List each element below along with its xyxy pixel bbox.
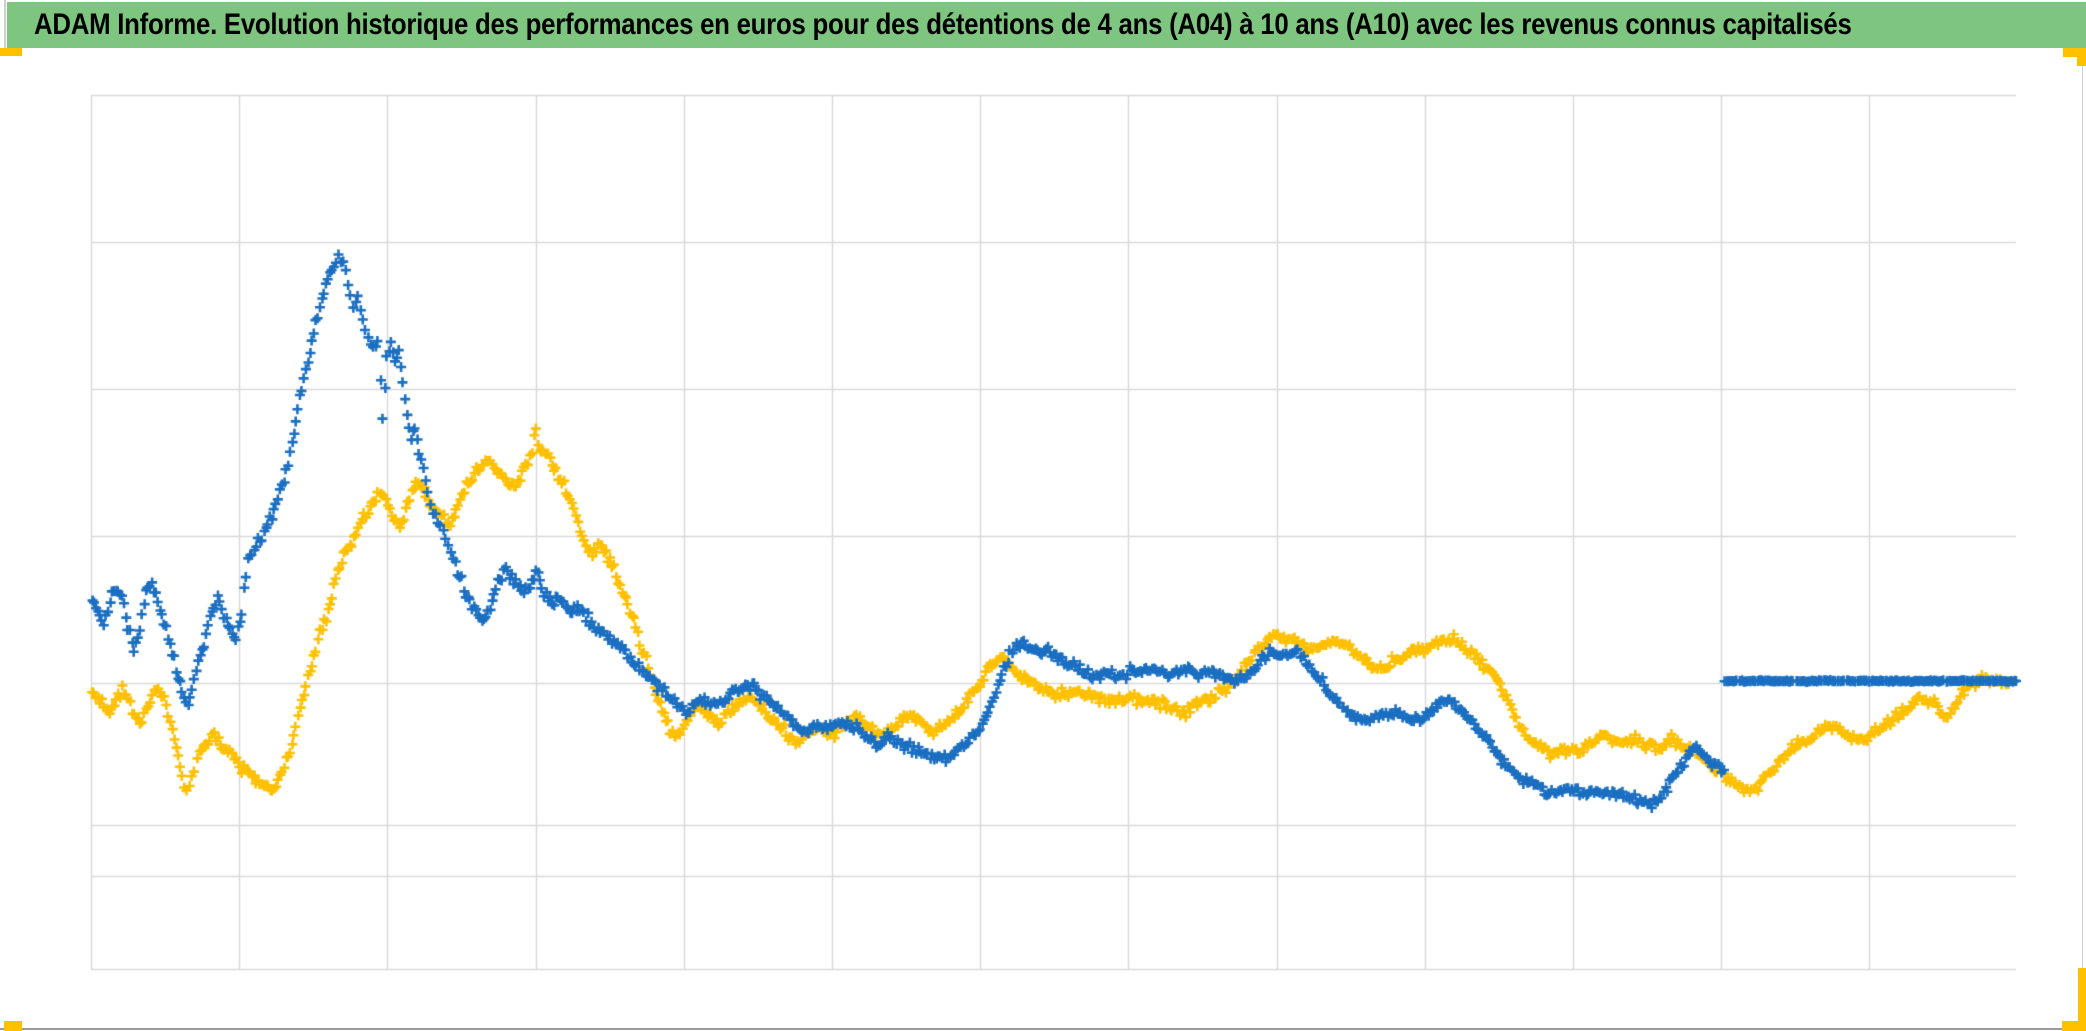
selection-handle-top-left[interactable] [0, 48, 22, 56]
selection-handle-top-right-tab[interactable] [2077, 48, 2086, 66]
pane-left-edge-line [4, 0, 6, 56]
selection-handle-top-right[interactable] [2063, 48, 2086, 57]
chart-title-bar[interactable]: ADAM Informe. Evolution historique des p… [7, 2, 2086, 48]
window-bottom-border [0, 1028, 2086, 1030]
chart-title: ADAM Informe. Evolution historique des p… [34, 8, 1852, 41]
window-right-border [2082, 56, 2083, 1028]
selection-handle-bottom-right[interactable] [2062, 1021, 2086, 1031]
selection-handle-bottom-left[interactable] [4, 1021, 22, 1031]
selection-handle-right-edge[interactable] [2078, 968, 2086, 1031]
